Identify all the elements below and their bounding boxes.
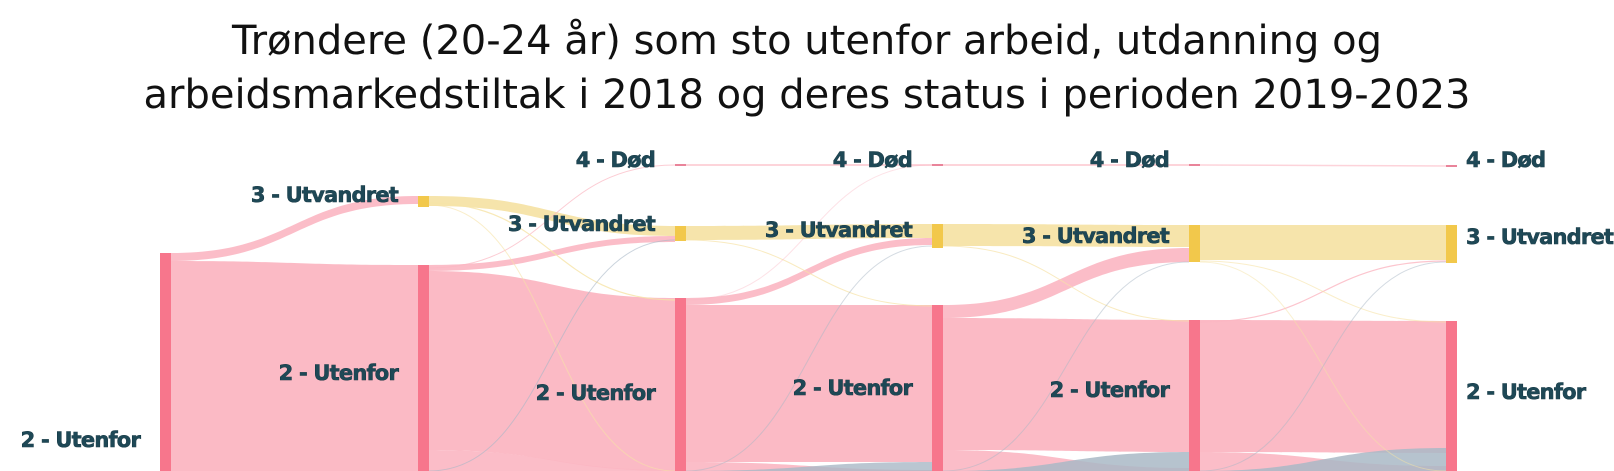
link-utenfor-to-utvandret [429, 236, 675, 271]
link-utvandret-to-utvandret [686, 224, 932, 240]
link-utenfor-to-utvandret [171, 196, 418, 261]
node-utenfor-col-4 [1189, 320, 1200, 471]
link-utvandret-to-utenfor [428, 202, 676, 301]
link-dod-to-dod [1199, 164, 1447, 167]
node-dod-col-4 [1189, 164, 1200, 166]
node-label-col-3-1: 3 - Utvandret [765, 218, 913, 242]
link-other-to-utenfor [1200, 448, 1446, 471]
link-other-to-utvandret [685, 245, 933, 471]
sankey-links [171, 164, 1447, 471]
link-utenfor-to-utenfor [1200, 320, 1446, 453]
node-label-col-4-2: 2 - Utenfor [1050, 378, 1171, 402]
node-label-col-3-2: 2 - Utenfor [793, 376, 914, 400]
link-utvandret-to-utvandret [943, 224, 1189, 247]
link-utenfor-to-utenfor [943, 318, 1189, 452]
node-label-col-3-0: 4 - Død [833, 148, 912, 172]
link-other-to-utvandret [1199, 261, 1447, 471]
node-utvandret-col-4 [1189, 225, 1200, 262]
node-label-col-2-1: 3 - Utvandret [508, 212, 656, 236]
sankey-nodes [160, 164, 1457, 471]
link-utvandret-to-utenfor [685, 239, 933, 307]
link-utenfor-to-utenfor [171, 261, 418, 471]
node-label-col-2-2: 2 - Utenfor [536, 381, 657, 405]
node-label-col-2-0: 4 - Død [576, 148, 655, 172]
node-label-col-4-1: 3 - Utvandret [1022, 224, 1170, 248]
link-utenfor-to-dod [685, 164, 933, 301]
chart-title: Trøndere (20-24 år) som sto utenfor arbe… [0, 14, 1614, 122]
link-other-to-utvandret [942, 261, 1190, 471]
node-label-col-0-0: 2 - Utenfor [21, 428, 142, 452]
link-utenfor-to-other [429, 450, 675, 471]
link-utenfor-to-dod [428, 164, 676, 269]
node-utenfor-col-3 [932, 305, 943, 471]
link-utenfor-to-utenfor [686, 305, 932, 462]
chart-title-line-2: arbeidsmarkedstiltak i 2018 og deres sta… [143, 72, 1471, 118]
node-dod-col-3 [932, 164, 943, 166]
link-utvandret-to-utenfor [1199, 260, 1447, 323]
link-utvandret-to-utenfor [942, 245, 1190, 322]
node-utenfor-col-0 [160, 253, 171, 471]
chart-title-line-1: Trøndere (20-24 år) som sto utenfor arbe… [232, 18, 1382, 64]
link-other-to-utenfor [943, 452, 1189, 471]
link-utenfor-to-utvandret [686, 238, 932, 305]
node-utvandret-col-2 [675, 226, 686, 241]
link-other-to-utvandret [428, 239, 676, 471]
node-utvandret-col-3 [932, 224, 943, 248]
link-utvandret-to-utvandret [1200, 225, 1446, 260]
node-utenfor-col-1 [418, 265, 429, 471]
node-utvandret-col-1 [418, 196, 429, 207]
link-other-to-utenfor [686, 462, 932, 471]
node-label-col-4-0: 4 - Død [1090, 148, 1169, 172]
link-utvandret-to-other [428, 204, 676, 471]
link-utenfor-to-utenfor [429, 271, 675, 471]
node-label-col-1-1: 2 - Utenfor [279, 361, 400, 385]
node-utvandret-col-5 [1446, 225, 1457, 263]
node-label-col-1-0: 3 - Utvandret [251, 183, 399, 207]
node-dod-col-5 [1446, 165, 1457, 167]
sankey-labels: 2 - Utenfor 3 - Utvandret 2 - Utenfor 4 - D… [20, 148, 1614, 453]
node-dod-col-2 [675, 164, 686, 166]
link-utenfor-to-other [943, 450, 1189, 471]
node-utenfor-col-5 [1446, 321, 1457, 471]
node-label-col-5-0: 4 - Død [1466, 148, 1545, 172]
node-label-col-5-1: 3 - Utvandret [1466, 225, 1614, 249]
node-label-col-5-2: 2 - Utenfor [1466, 380, 1587, 404]
node-utenfor-col-2 [675, 298, 686, 471]
